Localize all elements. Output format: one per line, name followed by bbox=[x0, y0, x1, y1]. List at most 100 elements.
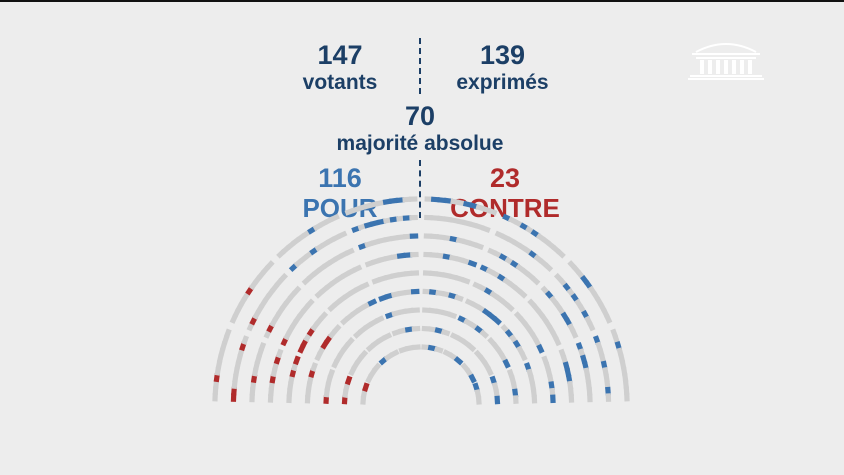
seat bbox=[212, 392, 218, 402]
top-border bbox=[0, 0, 844, 2]
seat bbox=[512, 388, 519, 398]
seat bbox=[423, 251, 432, 258]
exprimes-count: 139 bbox=[479, 40, 526, 70]
seat bbox=[530, 388, 537, 398]
seat bbox=[223, 328, 232, 339]
pour-stat: 116 POUR bbox=[285, 165, 395, 222]
seat bbox=[434, 346, 444, 354]
seat bbox=[519, 351, 528, 362]
seat bbox=[485, 366, 494, 377]
seat bbox=[397, 271, 407, 278]
seat bbox=[411, 325, 421, 332]
seat bbox=[286, 394, 292, 404]
seat bbox=[344, 375, 353, 386]
seat bbox=[212, 386, 219, 396]
seat bbox=[505, 302, 515, 313]
seat bbox=[323, 395, 330, 404]
seat bbox=[360, 396, 367, 405]
seat bbox=[292, 355, 301, 366]
seat bbox=[337, 230, 348, 239]
seat bbox=[389, 349, 400, 358]
seat bbox=[395, 197, 405, 204]
votants-label: votants bbox=[302, 71, 378, 94]
seat bbox=[267, 394, 274, 403]
seat bbox=[623, 386, 630, 396]
seat bbox=[404, 307, 414, 314]
seat bbox=[410, 288, 420, 295]
seat bbox=[402, 215, 412, 221]
seat bbox=[550, 394, 556, 404]
top-divider bbox=[419, 38, 421, 94]
seat bbox=[291, 285, 302, 296]
seat bbox=[424, 196, 434, 202]
seat bbox=[403, 233, 412, 240]
seat bbox=[492, 316, 502, 326]
seat bbox=[453, 356, 464, 366]
seat bbox=[372, 362, 382, 373]
seat bbox=[230, 393, 237, 402]
seat bbox=[268, 387, 275, 397]
seat bbox=[487, 207, 498, 216]
seat bbox=[530, 275, 541, 286]
seat bbox=[468, 373, 477, 384]
seat bbox=[421, 344, 430, 351]
seat bbox=[404, 289, 414, 296]
seat bbox=[332, 324, 342, 334]
majorite-count: 70 bbox=[404, 101, 436, 131]
seat bbox=[402, 196, 412, 203]
seat bbox=[404, 326, 414, 333]
seat bbox=[410, 270, 420, 276]
seat bbox=[429, 270, 439, 277]
seat bbox=[359, 281, 370, 290]
contre-count: 23 bbox=[489, 163, 521, 193]
seat bbox=[411, 307, 420, 314]
seat bbox=[567, 387, 574, 397]
seat bbox=[345, 336, 355, 347]
seat bbox=[474, 242, 485, 251]
seat bbox=[429, 252, 439, 259]
seat bbox=[460, 276, 471, 285]
seat bbox=[344, 247, 355, 256]
seat bbox=[531, 394, 538, 404]
seat bbox=[421, 325, 431, 332]
seat bbox=[412, 344, 421, 351]
seat bbox=[502, 358, 511, 369]
seat bbox=[474, 389, 482, 399]
seat bbox=[367, 298, 378, 307]
seat bbox=[570, 328, 579, 339]
seat bbox=[479, 329, 490, 339]
seat bbox=[327, 368, 336, 379]
seat bbox=[494, 395, 501, 405]
seat bbox=[587, 321, 596, 332]
seat bbox=[454, 294, 464, 302]
seat bbox=[567, 380, 574, 390]
seat bbox=[481, 225, 491, 233]
seat bbox=[605, 393, 612, 402]
seat bbox=[467, 259, 478, 268]
seat bbox=[586, 387, 593, 396]
seat bbox=[430, 196, 440, 203]
seat bbox=[362, 382, 370, 392]
seat bbox=[409, 233, 419, 239]
seat bbox=[304, 394, 311, 404]
majorite-stat: 70 majorité absolue bbox=[300, 101, 540, 155]
seat bbox=[568, 394, 575, 403]
seat bbox=[258, 341, 267, 352]
seat bbox=[553, 336, 562, 347]
seat bbox=[278, 272, 289, 283]
seat bbox=[408, 196, 418, 202]
seat bbox=[512, 395, 519, 404]
seat bbox=[556, 249, 566, 259]
seat bbox=[275, 348, 284, 359]
seat bbox=[493, 388, 500, 398]
seat bbox=[604, 314, 613, 324]
seat bbox=[622, 379, 629, 389]
seat bbox=[410, 251, 419, 258]
seat bbox=[422, 307, 431, 314]
seat bbox=[265, 260, 275, 270]
seat bbox=[536, 343, 545, 354]
seat bbox=[330, 213, 340, 222]
seat bbox=[422, 288, 432, 295]
seat bbox=[241, 335, 249, 345]
